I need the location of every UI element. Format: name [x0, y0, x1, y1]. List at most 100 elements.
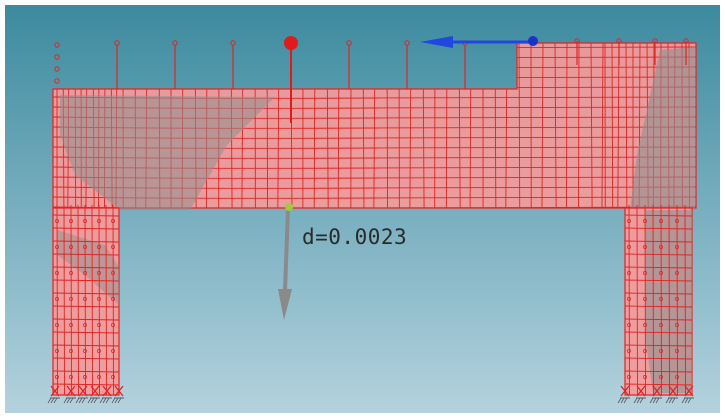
mesh-node	[627, 245, 631, 249]
column-horizontal-line	[625, 383, 692, 386]
rebar-node	[54, 66, 60, 72]
column-vertical-line	[644, 205, 646, 395]
mesh-node	[627, 349, 631, 353]
column-horizontal-line	[625, 357, 692, 360]
ground-hatch	[620, 397, 625, 404]
beam-vertical-line	[266, 43, 269, 208]
left-column-grid-lines	[53, 205, 119, 395]
point-load-icon[interactable]	[284, 36, 298, 123]
mesh-node	[675, 271, 679, 275]
mesh-node	[111, 271, 115, 275]
column-horizontal-line	[53, 357, 119, 360]
column-horizontal-line	[53, 292, 119, 295]
beam-vertical-line	[590, 43, 593, 208]
mesh-node	[659, 271, 663, 275]
column-horizontal-line	[625, 240, 692, 243]
mesh-node	[97, 297, 101, 301]
mesh-node	[55, 375, 59, 379]
mesh-node	[675, 219, 679, 223]
mesh-node	[659, 297, 663, 301]
column-vertical-line	[668, 205, 670, 395]
ground-hatch	[102, 397, 107, 404]
ground-hatch	[87, 397, 92, 404]
mesh-node	[659, 245, 663, 249]
ground-hatch	[111, 397, 116, 404]
ground-hatch	[671, 397, 676, 404]
fixed-support-icon	[652, 385, 662, 397]
ground-hatch	[66, 397, 71, 404]
mesh-node	[55, 349, 59, 353]
column-horizontal-line	[625, 331, 692, 334]
column-vertical-line	[84, 205, 86, 395]
ground-hatch	[105, 397, 110, 404]
mesh-node	[111, 323, 115, 327]
column-horizontal-line	[625, 253, 692, 256]
beam-vertical-line	[566, 43, 568, 208]
mesh-node	[627, 271, 631, 275]
rebar-stub-node	[346, 40, 352, 46]
displacement-arrow-icon	[278, 203, 293, 320]
column-vertical-line	[660, 205, 662, 395]
ground-hatch	[668, 397, 673, 404]
column-horizontal-line	[625, 279, 692, 282]
mesh-node	[69, 297, 73, 301]
column-vertical-line	[98, 205, 100, 395]
ground-hatch	[90, 397, 95, 404]
beam-mesh	[52, 42, 697, 210]
mesh-node	[643, 245, 647, 249]
ground-hatch	[75, 397, 80, 404]
fixed-support-icon	[50, 385, 60, 397]
mesh-node	[83, 375, 87, 379]
column-horizontal-line	[625, 305, 692, 308]
mesh-node	[69, 323, 73, 327]
column-horizontal-line	[53, 214, 119, 217]
column-vertical-line	[636, 205, 638, 395]
beam-vertical-line	[625, 43, 628, 208]
fixed-support-icon	[102, 385, 112, 397]
mesh-node	[659, 349, 663, 353]
ground-hatch	[69, 397, 74, 404]
mesh-node	[627, 323, 631, 327]
column-vertical-line	[70, 205, 72, 395]
mesh-node	[83, 323, 87, 327]
ground-hatch	[53, 397, 58, 404]
rebar-stub-node	[574, 38, 580, 44]
displacement-label: d=0.0023	[302, 225, 408, 249]
frame-model-canvas[interactable]	[5, 5, 720, 413]
column-horizontal-line	[53, 344, 119, 347]
column-horizontal-line	[53, 370, 119, 373]
mesh-node	[55, 297, 59, 301]
beam-vertical-line	[445, 43, 448, 208]
ground-hatch	[63, 397, 68, 404]
fixed-support-icon	[668, 385, 678, 397]
rebar-stub-node	[616, 38, 622, 44]
ground-hatch	[633, 397, 638, 404]
mesh-node	[83, 245, 87, 249]
fixed-support-icon	[90, 385, 100, 397]
fe-model-viewport[interactable]: d=0.0023	[5, 5, 720, 413]
column-horizontal-line	[625, 318, 692, 321]
beam-vertical-line	[386, 43, 389, 208]
ground-hatch	[99, 397, 104, 404]
lateral-load-arrow-icon[interactable]	[420, 36, 538, 48]
mesh-node	[675, 375, 679, 379]
column-horizontal-line	[53, 305, 119, 308]
ground-hatch	[655, 397, 660, 404]
ground-hatch	[636, 397, 641, 404]
column-horizontal-line	[625, 344, 692, 347]
beam-vertical-line	[541, 43, 544, 208]
mesh-node	[643, 297, 647, 301]
mesh-node	[69, 245, 73, 249]
mesh-node	[55, 219, 59, 223]
column-vertical-line	[63, 205, 65, 395]
mesh-node	[675, 297, 679, 301]
fixed-support-icon	[684, 385, 694, 397]
rebar-stubs	[54, 38, 689, 89]
column-vertical-line	[91, 205, 93, 395]
rebar-node	[54, 42, 60, 48]
mesh-node	[97, 245, 101, 249]
column-vertical-line	[652, 205, 654, 395]
ground-hatch	[47, 397, 52, 404]
column-horizontal-line	[625, 227, 692, 230]
mesh-node	[111, 375, 115, 379]
